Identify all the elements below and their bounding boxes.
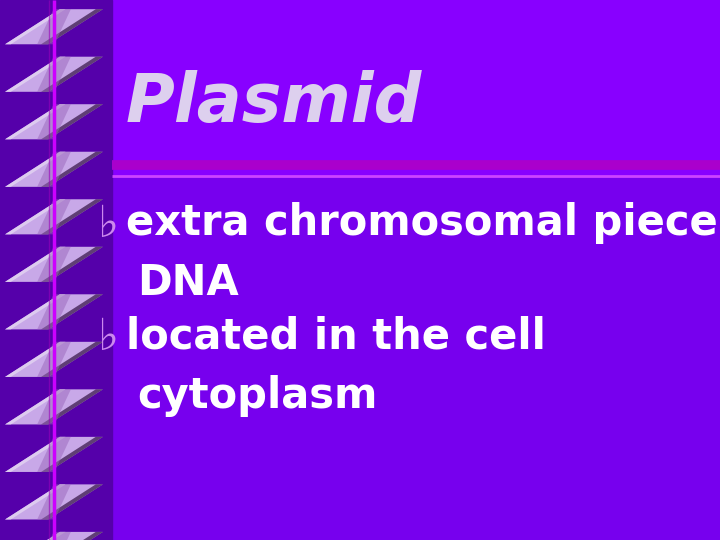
Polygon shape (37, 152, 71, 187)
Polygon shape (41, 294, 103, 329)
Polygon shape (41, 532, 103, 540)
Bar (112, 0, 720, 176)
Text: ♭: ♭ (97, 202, 118, 246)
Polygon shape (5, 437, 103, 472)
Polygon shape (37, 532, 71, 540)
Polygon shape (5, 342, 66, 377)
Polygon shape (41, 152, 103, 187)
Polygon shape (41, 199, 103, 234)
Polygon shape (5, 9, 66, 44)
Polygon shape (37, 484, 71, 519)
Polygon shape (37, 389, 71, 424)
Polygon shape (5, 57, 103, 92)
Polygon shape (5, 152, 66, 187)
Polygon shape (37, 199, 71, 234)
Polygon shape (5, 294, 103, 329)
Polygon shape (5, 484, 66, 519)
Polygon shape (41, 484, 103, 519)
Polygon shape (37, 247, 71, 282)
Polygon shape (5, 532, 66, 540)
Polygon shape (41, 437, 103, 472)
Text: Plasmid: Plasmid (126, 70, 423, 136)
Polygon shape (37, 294, 71, 329)
Polygon shape (37, 57, 71, 92)
Polygon shape (41, 342, 103, 377)
Polygon shape (41, 57, 103, 92)
Polygon shape (37, 342, 71, 377)
Polygon shape (37, 437, 71, 472)
Polygon shape (5, 342, 103, 377)
Polygon shape (41, 247, 103, 282)
Polygon shape (41, 104, 103, 139)
Bar (0, 0, 112, 540)
Polygon shape (37, 104, 71, 139)
Polygon shape (5, 104, 66, 139)
Polygon shape (5, 57, 66, 92)
Polygon shape (5, 437, 66, 472)
Polygon shape (5, 199, 103, 234)
Polygon shape (37, 9, 71, 44)
Polygon shape (5, 104, 103, 139)
Polygon shape (5, 247, 66, 282)
Polygon shape (5, 9, 103, 44)
Polygon shape (5, 294, 66, 329)
Text: DNA: DNA (137, 262, 238, 304)
Text: extra chromosomal piece of: extra chromosomal piece of (126, 202, 720, 245)
Text: cytoplasm: cytoplasm (137, 375, 377, 417)
Polygon shape (5, 152, 103, 187)
Polygon shape (5, 484, 103, 519)
Text: located in the cell: located in the cell (126, 316, 546, 358)
Polygon shape (5, 389, 103, 424)
Text: ♭: ♭ (97, 316, 118, 359)
Polygon shape (5, 247, 103, 282)
Polygon shape (41, 9, 103, 44)
Polygon shape (5, 199, 66, 234)
Polygon shape (5, 389, 66, 424)
Polygon shape (41, 389, 103, 424)
Polygon shape (5, 532, 103, 540)
